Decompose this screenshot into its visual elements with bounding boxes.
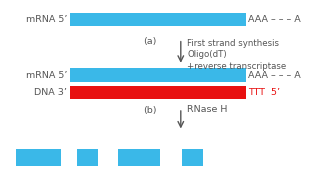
Text: mRNA 5’: mRNA 5’ xyxy=(26,71,67,80)
Text: RNase H: RNase H xyxy=(187,105,228,114)
Text: (a): (a) xyxy=(143,37,157,46)
Bar xyxy=(77,149,98,166)
Text: TTT  5’: TTT 5’ xyxy=(248,88,280,97)
Text: First strand synthesis
Oligo(dT)
+reverse transcriptase: First strand synthesis Oligo(dT) +revers… xyxy=(187,39,286,71)
Bar xyxy=(16,149,61,166)
Text: AAA – – – A: AAA – – – A xyxy=(248,71,301,80)
Bar xyxy=(70,86,246,99)
Text: mRNA 5’: mRNA 5’ xyxy=(26,15,67,24)
Bar xyxy=(70,68,246,82)
Bar xyxy=(118,149,160,166)
Bar xyxy=(70,13,246,26)
Text: DNA 3’: DNA 3’ xyxy=(34,88,67,97)
Bar xyxy=(182,149,203,166)
Text: (b): (b) xyxy=(143,106,157,115)
Text: AAA – – – A: AAA – – – A xyxy=(248,15,301,24)
